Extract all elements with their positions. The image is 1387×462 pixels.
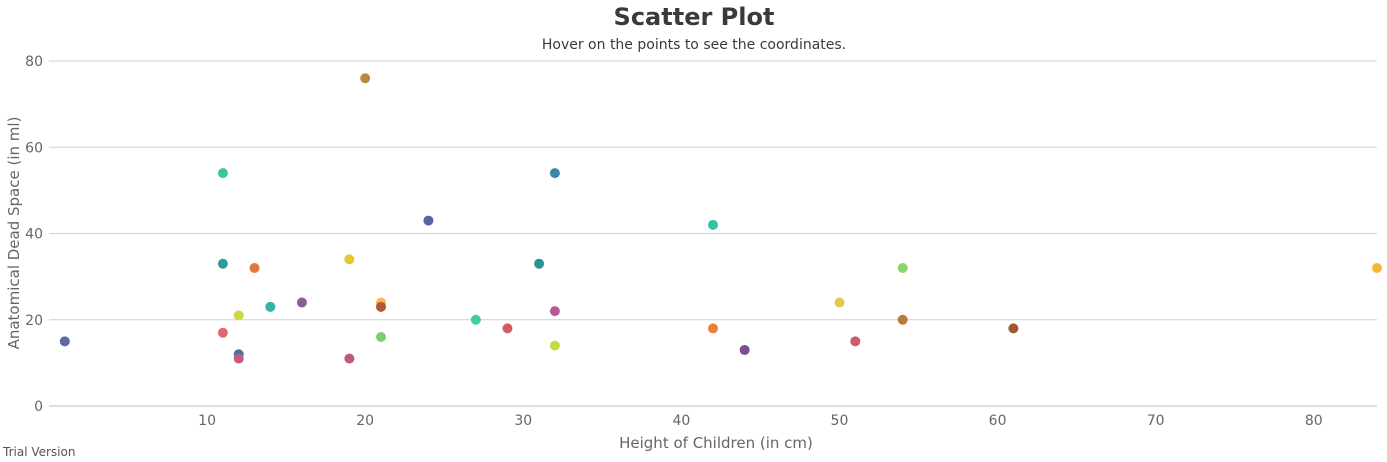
x-tick-label: 30 [514,413,532,429]
data-points [59,73,1382,364]
data-point[interactable] [549,306,560,317]
y-tick-label: 20 [25,313,43,329]
data-point[interactable] [470,314,481,325]
data-point[interactable] [1008,323,1019,334]
data-point[interactable] [549,168,560,179]
data-point[interactable] [897,263,908,273]
data-point[interactable] [502,323,513,334]
x-tick-label: 80 [1305,413,1323,429]
y-axis-ticks: 0 20 40 60 80 [25,54,43,415]
x-tick-label: 10 [198,413,216,429]
x-tick-label: 50 [831,413,849,429]
x-axis-ticks: 10 20 30 40 50 60 70 80 [198,413,1322,429]
data-point[interactable] [344,353,355,364]
data-point[interactable] [360,73,371,84]
data-point[interactable] [217,327,228,338]
x-tick-label: 60 [989,413,1007,429]
data-point[interactable] [249,263,260,273]
trial-watermark: Trial Version [2,445,75,459]
data-point[interactable] [296,297,307,308]
data-point[interactable] [217,168,228,179]
data-point[interactable] [549,340,560,351]
y-tick-label: 60 [25,140,43,156]
x-tick-label: 40 [672,413,690,429]
chart-title: Scatter Plot [614,3,775,31]
x-tick-label: 20 [356,413,374,429]
data-point[interactable] [376,301,386,312]
data-point[interactable] [233,353,244,364]
y-tick-label: 80 [25,54,43,70]
y-axis-title: Anatomical Dead Space (in ml) [5,117,23,350]
gridlines [49,60,1377,407]
data-point[interactable] [217,258,228,269]
data-point[interactable] [344,254,355,265]
y-tick-label: 40 [25,227,43,243]
x-tick-label: 70 [1147,413,1165,429]
data-point[interactable] [708,323,718,334]
data-point[interactable] [265,301,276,312]
data-point[interactable] [834,297,845,308]
data-point[interactable] [897,314,908,325]
data-point[interactable] [1372,263,1382,273]
data-point[interactable] [59,336,70,347]
data-point[interactable] [708,219,718,230]
data-point[interactable] [376,332,386,342]
data-point[interactable] [423,215,434,226]
data-point[interactable] [534,258,545,269]
chart-subtitle: Hover on the points to see the coordinat… [542,37,846,53]
data-point[interactable] [739,344,750,355]
x-axis-title: Height of Children (in cm) [619,434,813,452]
data-point[interactable] [233,310,244,321]
y-tick-label: 0 [34,399,43,415]
data-point[interactable] [850,336,861,347]
